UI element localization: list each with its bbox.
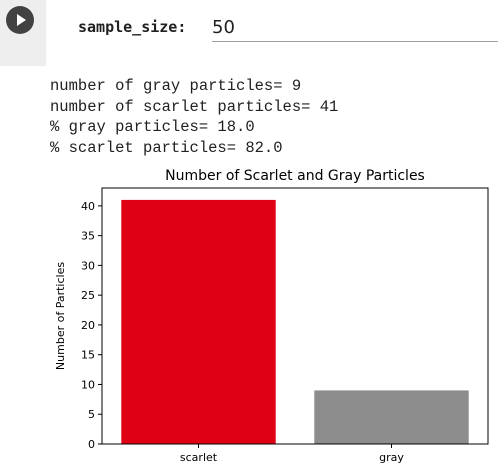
- y-tick-label: 20: [81, 319, 95, 332]
- y-tick-label: 30: [81, 259, 95, 272]
- cell-output: number of gray particles= 9 number of sc…: [50, 76, 338, 158]
- x-axis-ticks: scarlet gray: [180, 444, 404, 464]
- y-tick-label: 35: [81, 230, 95, 243]
- bar-scarlet: [121, 199, 276, 444]
- play-icon: [17, 14, 26, 26]
- y-axis-label: Number of Particles: [54, 262, 67, 370]
- bar-chart: Number of Scarlet and Gray Particles Num…: [54, 168, 489, 464]
- sample-size-label: sample_size:: [78, 18, 187, 36]
- plot-frame: [101, 187, 489, 445]
- param-row: sample_size:: [78, 14, 498, 42]
- x-tick-label: gray: [379, 451, 404, 464]
- output-line-gray-percent: % gray particles= 18.0: [50, 118, 255, 136]
- output-line-scarlet-count: number of scarlet particles= 41: [50, 97, 339, 116]
- y-tick-label: 40: [81, 200, 95, 213]
- x-tick-label: scarlet: [180, 451, 218, 464]
- bars-group: [121, 199, 469, 444]
- y-tick-label: 10: [81, 378, 95, 391]
- run-cell-button[interactable]: [6, 6, 34, 34]
- y-tick-label: 25: [81, 289, 95, 302]
- bar-gray: [314, 390, 469, 444]
- y-tick-label: 5: [88, 408, 95, 421]
- y-axis-ticks: 0 5 10 15 20 25 30 35 40: [81, 200, 102, 451]
- sample-size-input[interactable]: [212, 14, 498, 42]
- y-tick-label: 0: [88, 438, 95, 451]
- output-line-gray-count: number of gray particles= 9: [50, 77, 302, 95]
- y-tick-label: 15: [81, 349, 95, 362]
- cell-gutter: [0, 0, 46, 66]
- output-line-scarlet-percent: % scarlet particles= 82.0: [50, 138, 283, 157]
- chart-title: Number of Scarlet and Gray Particles: [165, 168, 425, 184]
